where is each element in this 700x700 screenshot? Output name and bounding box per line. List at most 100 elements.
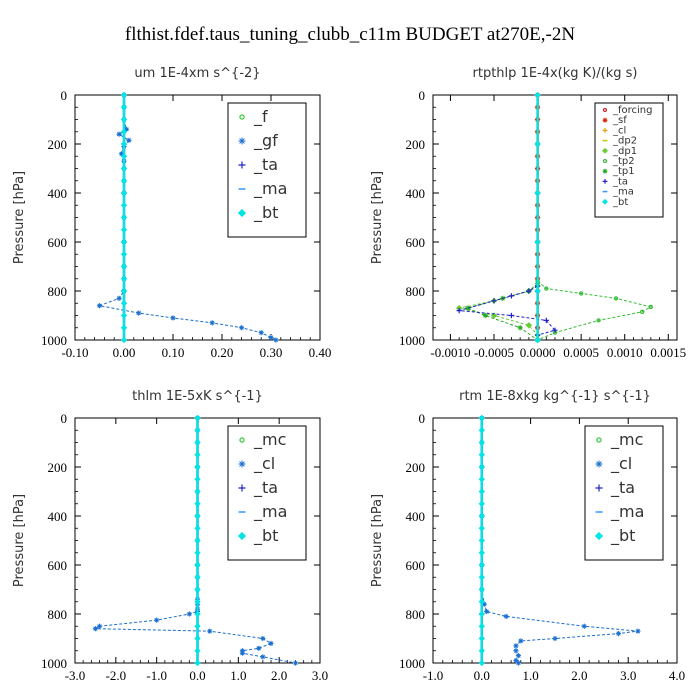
data-point bbox=[120, 91, 128, 99]
x-tick-label: 0.30 bbox=[260, 345, 283, 360]
legend-marker bbox=[602, 179, 608, 184]
legend-label: _ma bbox=[253, 179, 287, 199]
data-point bbox=[194, 488, 201, 495]
legend-marker bbox=[602, 128, 608, 133]
data-point bbox=[120, 226, 128, 233]
y-axis-label: Pressure [hPa] bbox=[370, 171, 385, 264]
y-tick-label: 800 bbox=[48, 607, 68, 622]
data-point bbox=[456, 308, 462, 314]
y-tick-label: 600 bbox=[48, 235, 68, 250]
legend-entry: _bt bbox=[237, 203, 278, 223]
data-point bbox=[292, 660, 299, 666]
data-point bbox=[194, 561, 201, 569]
legend-entry: _sf bbox=[602, 115, 627, 126]
data-point bbox=[478, 414, 485, 422]
legend-label: _cl bbox=[610, 454, 632, 474]
y-tick-label: 600 bbox=[406, 558, 426, 573]
series-bt bbox=[120, 91, 128, 344]
legend-label: _bt bbox=[253, 526, 278, 546]
data-point bbox=[513, 648, 519, 654]
data-point bbox=[491, 298, 497, 304]
data-point bbox=[260, 635, 266, 642]
series-line bbox=[459, 285, 556, 340]
data-point bbox=[120, 214, 128, 221]
data-point bbox=[120, 251, 128, 258]
x-tick-label: 0.10 bbox=[162, 345, 185, 360]
legend-entry: _ma bbox=[238, 502, 287, 522]
data-point bbox=[478, 476, 485, 483]
data-point bbox=[120, 116, 128, 123]
data-point bbox=[478, 623, 485, 630]
x-tick-label: -1.0 bbox=[423, 668, 444, 683]
legend-label: _ta bbox=[253, 478, 278, 498]
data-point bbox=[484, 608, 490, 615]
data-point bbox=[268, 334, 274, 341]
legend-label: _mc bbox=[253, 430, 286, 450]
y-tick-label: 400 bbox=[48, 509, 68, 524]
y-tick-label: 400 bbox=[406, 509, 426, 524]
series-tp2 bbox=[535, 279, 654, 343]
data-point bbox=[123, 126, 130, 132]
data-point bbox=[515, 660, 521, 666]
panel-title: rtpthlp 1E-4x(kg K)/(kg s) bbox=[473, 66, 638, 81]
y-tick-label: 1000 bbox=[399, 656, 425, 671]
data-point bbox=[534, 287, 541, 295]
data-point bbox=[194, 500, 201, 507]
x-tick-label: 0.0010 bbox=[607, 345, 643, 360]
data-point bbox=[478, 488, 485, 495]
data-point bbox=[194, 427, 201, 434]
data-point bbox=[120, 275, 128, 282]
x-tick-label: 2.0 bbox=[271, 668, 287, 683]
data-point bbox=[186, 611, 192, 617]
panel-title: rtm 1E-8xkg kg^{-1} s^{-1} bbox=[459, 389, 651, 404]
data-point bbox=[478, 549, 485, 556]
data-point bbox=[256, 645, 262, 651]
data-point bbox=[613, 296, 619, 301]
data-point bbox=[478, 610, 485, 618]
data-point bbox=[120, 140, 128, 148]
y-tick-label: 0 bbox=[61, 411, 68, 426]
y-tick-label: 0 bbox=[419, 88, 426, 103]
data-point bbox=[615, 631, 622, 637]
y-tick-label: 600 bbox=[406, 235, 426, 250]
data-point bbox=[513, 657, 519, 664]
x-tick-label: 4.0 bbox=[669, 668, 685, 683]
data-point bbox=[194, 549, 201, 556]
data-point bbox=[118, 151, 125, 157]
data-point bbox=[258, 330, 264, 336]
data-point bbox=[478, 586, 485, 593]
legend-label: _cl bbox=[612, 125, 626, 136]
x-tick-label: -1.0 bbox=[146, 668, 167, 683]
data-point bbox=[239, 325, 245, 331]
data-point bbox=[508, 293, 515, 299]
data-point bbox=[478, 512, 485, 520]
panel-title: thlm 1E-5xK s^{-1} bbox=[132, 389, 263, 404]
data-point bbox=[120, 104, 128, 111]
data-point bbox=[534, 140, 541, 148]
data-point bbox=[209, 320, 215, 326]
data-point bbox=[207, 628, 213, 634]
x-tick-label: -0.10 bbox=[61, 345, 88, 360]
data-point bbox=[478, 659, 485, 667]
data-point bbox=[478, 537, 485, 544]
legend-label: _f bbox=[253, 107, 268, 127]
data-point bbox=[478, 439, 485, 446]
x-tick-label: 0.0 bbox=[189, 668, 205, 683]
series-bt bbox=[478, 414, 485, 667]
data-point bbox=[508, 312, 515, 319]
legend-label: _dp1 bbox=[612, 146, 637, 157]
data-point bbox=[481, 601, 487, 607]
legend-entry: _mc bbox=[596, 430, 643, 450]
data-point bbox=[578, 291, 584, 296]
legend-entry: _bt bbox=[594, 526, 635, 546]
data-point bbox=[194, 451, 201, 458]
legend-entry: _dp1 bbox=[602, 146, 637, 157]
y-tick-label: 400 bbox=[406, 186, 426, 201]
data-point bbox=[120, 300, 128, 307]
legend-marker bbox=[238, 484, 246, 492]
y-tick-label: 0 bbox=[61, 88, 68, 103]
legend-marker bbox=[239, 437, 245, 443]
data-point bbox=[126, 137, 132, 143]
legend-label: _bt bbox=[610, 526, 635, 546]
